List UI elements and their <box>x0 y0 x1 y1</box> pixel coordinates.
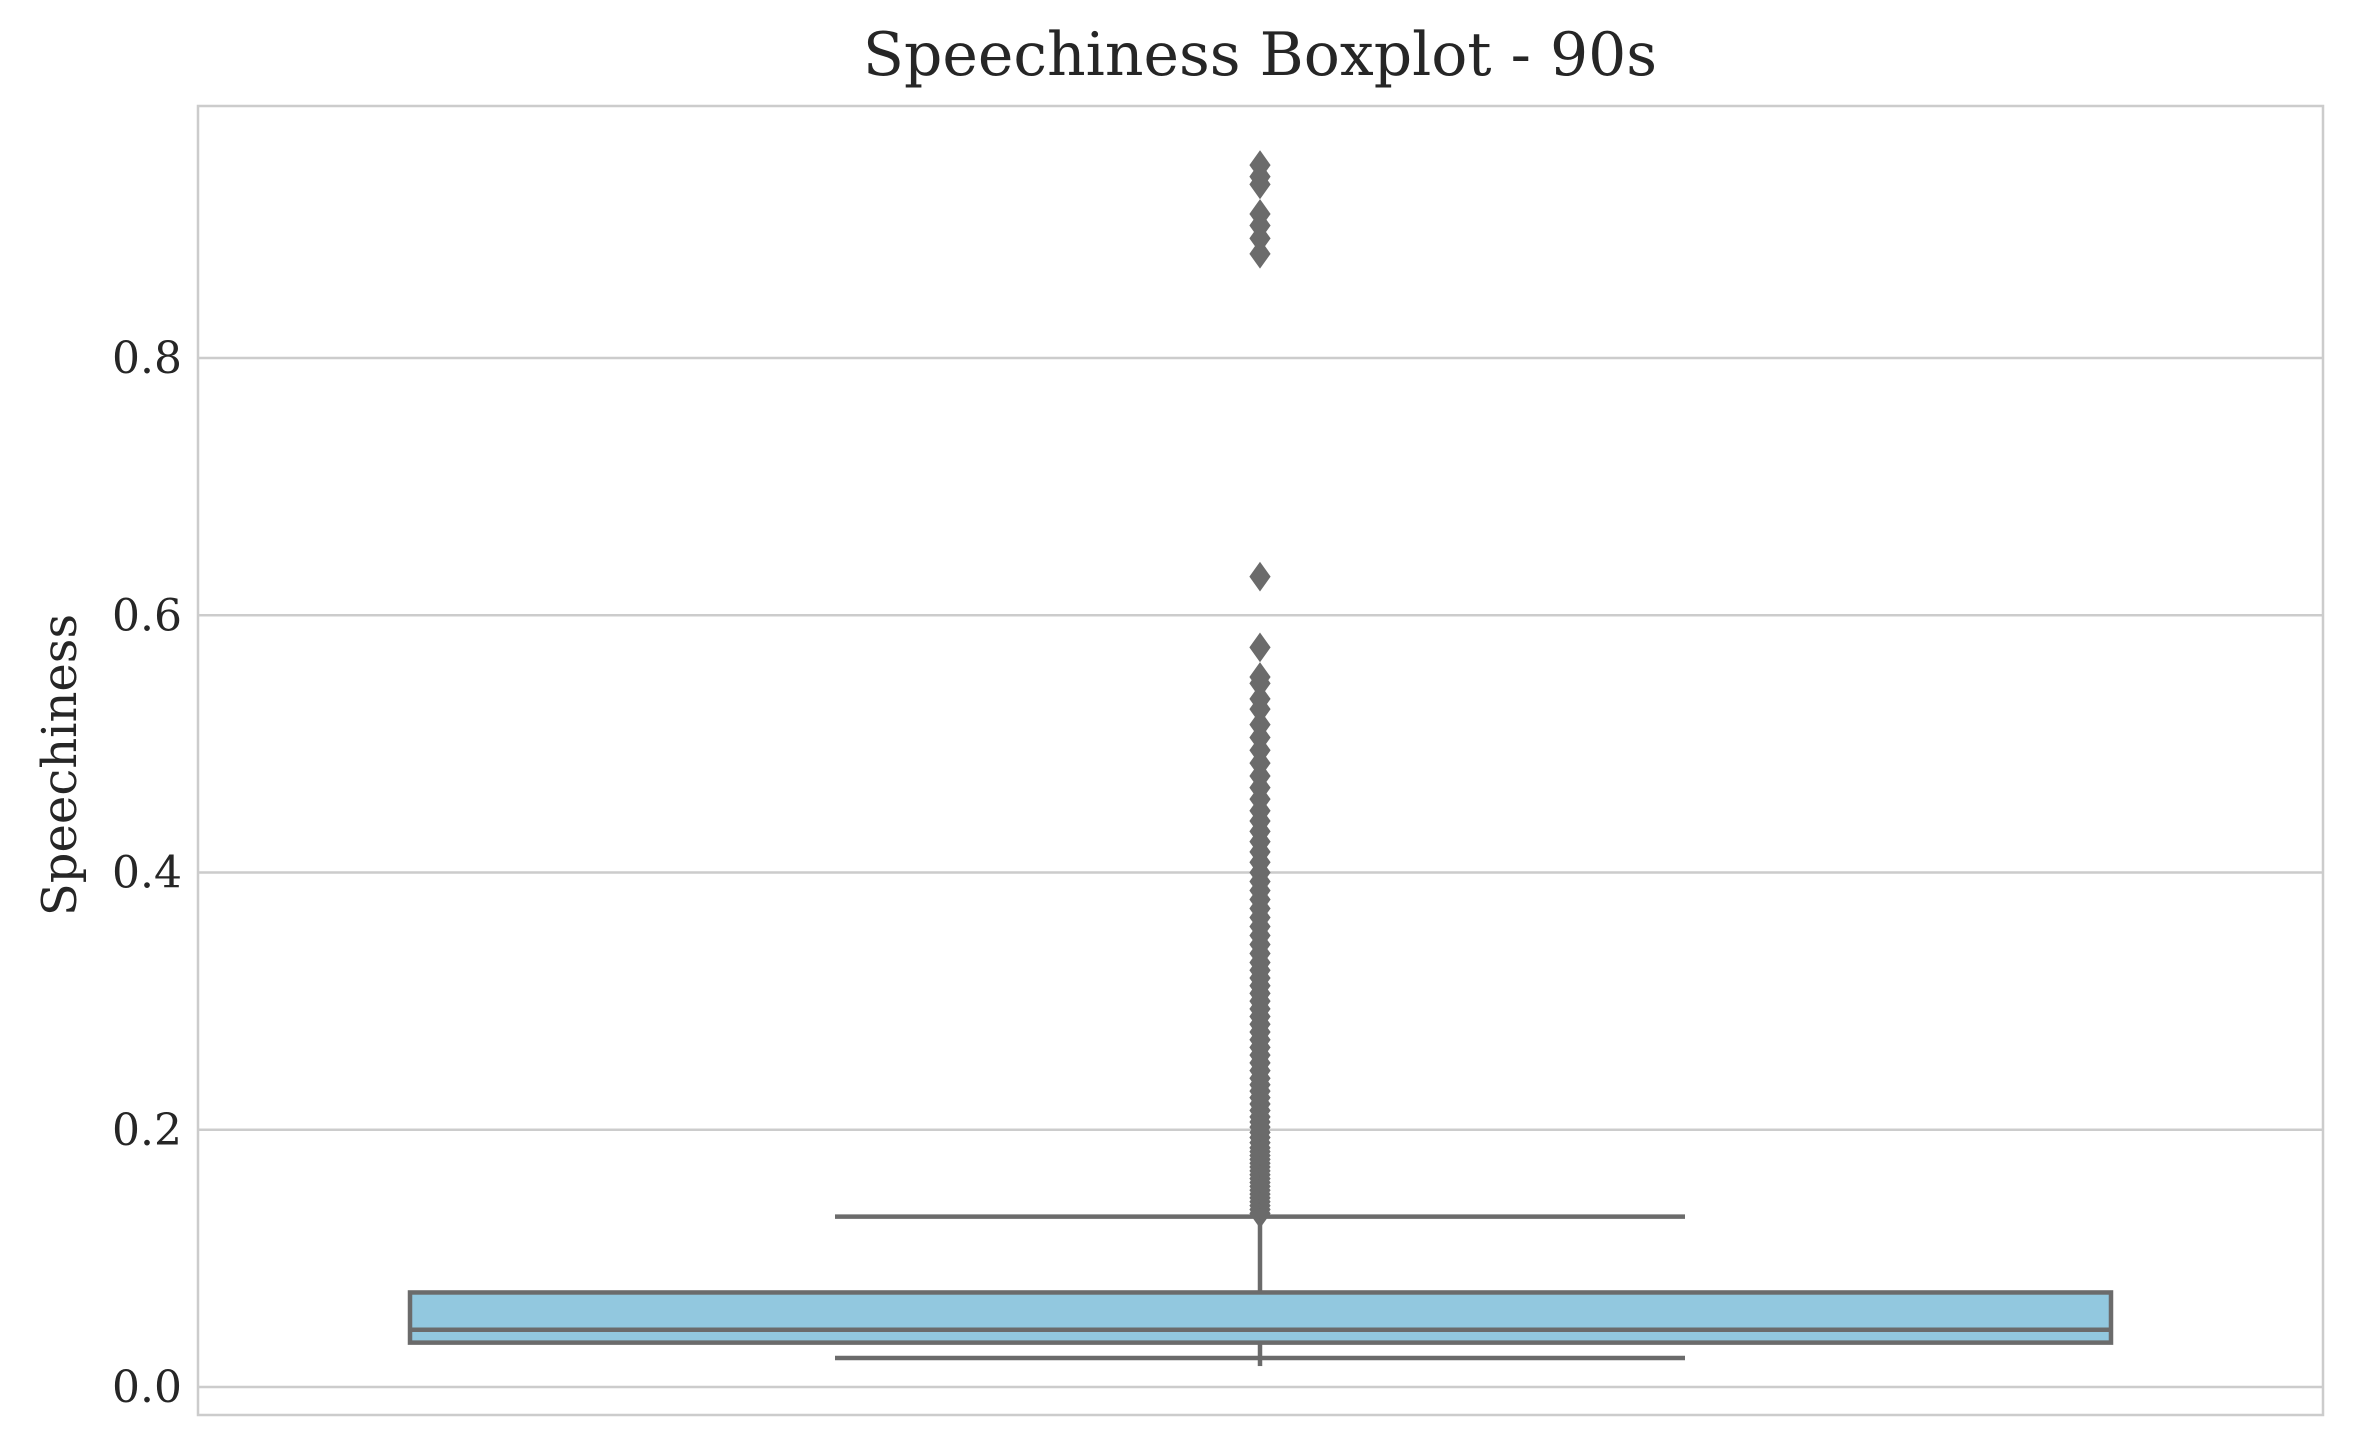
y-tick-label: 0.6 <box>112 590 182 641</box>
outlier-point <box>1249 561 1271 592</box>
outlier-point <box>1249 199 1271 229</box>
y-tick-label: 0.8 <box>112 333 182 384</box>
outlier-markers <box>1249 150 1271 1229</box>
iqr-box <box>407 1290 2114 1345</box>
outlier-point <box>1249 662 1271 692</box>
y-tick-label: 0.4 <box>112 848 182 899</box>
y-axis-label: Speechiness <box>32 614 88 916</box>
y-tick-label: 0.2 <box>112 1105 182 1156</box>
box-layer <box>407 1214 2114 1367</box>
outlier-point <box>1249 238 1271 269</box>
y-tick-label: 0.0 <box>112 1362 182 1413</box>
plot-frame <box>196 104 2325 1417</box>
chart-title: Speechiness Boxplot - 90s <box>863 20 1657 90</box>
y-tick-labels: 0.0 0.2 0.4 0.6 0.8 <box>112 333 182 1413</box>
outlier-point <box>1249 632 1271 663</box>
outlier-point <box>1249 709 1271 740</box>
outlier-point <box>1249 150 1271 180</box>
outlier-point <box>1249 683 1271 714</box>
